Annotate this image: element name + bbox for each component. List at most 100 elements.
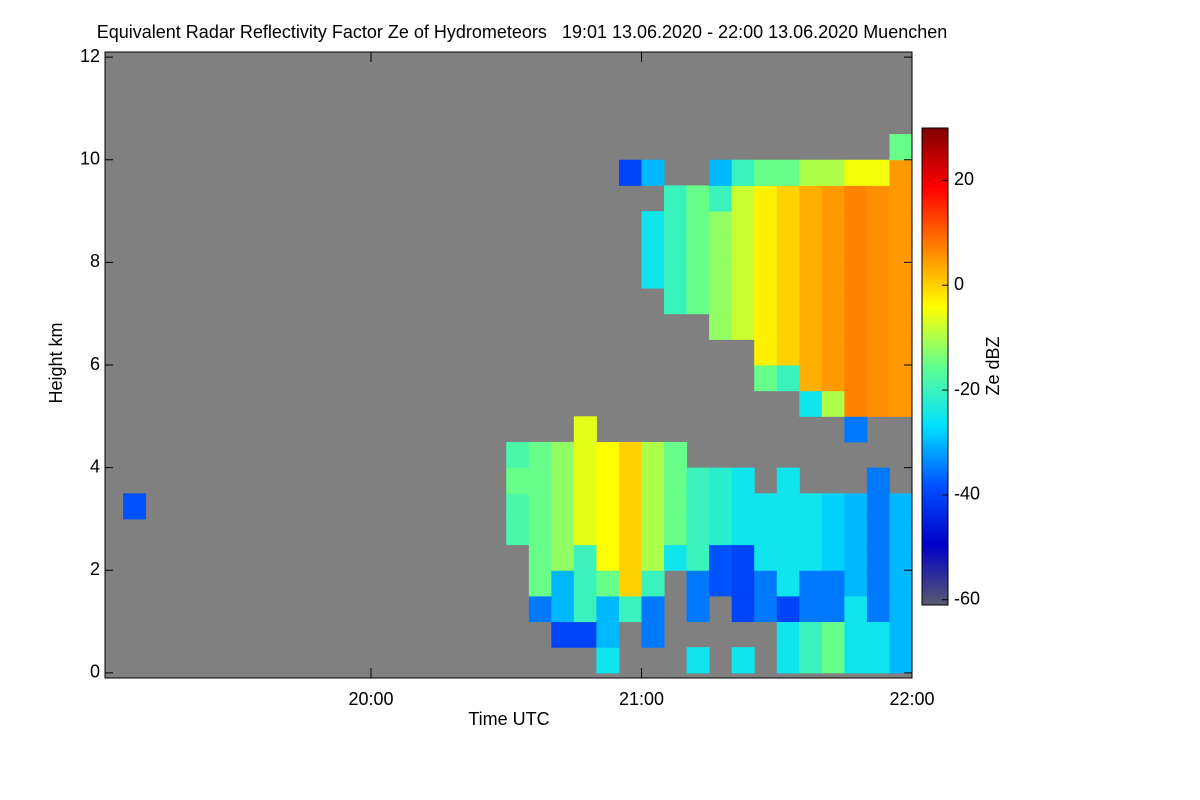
heatmap-cell (618, 544, 642, 571)
heatmap-cell (844, 493, 868, 520)
y-tick-label: 4 (90, 456, 100, 476)
heatmap-cell (731, 185, 755, 212)
heatmap-cell (528, 493, 552, 520)
heatmap-cell (821, 493, 845, 520)
heatmap-cell (641, 467, 665, 494)
heatmap-cell (686, 595, 710, 623)
heatmap-cell (889, 365, 913, 392)
colorbar (921, 127, 949, 606)
heatmap-cell (596, 647, 620, 674)
heatmap-cell (573, 416, 597, 443)
heatmap-cell (596, 544, 620, 571)
colorbar-tick-label: 0 (954, 274, 964, 294)
heatmap-cell (776, 647, 800, 674)
heatmap-cell (641, 236, 665, 263)
heatmap-cell (123, 493, 147, 520)
heatmap-cell (799, 159, 823, 186)
heatmap-cell (889, 185, 913, 212)
heatmap-cell (641, 621, 665, 648)
heatmap-cell (866, 185, 890, 212)
heatmap-cell (709, 493, 733, 520)
heatmap-cell (866, 288, 890, 315)
heatmap-cell (709, 236, 733, 263)
heatmap-cell (551, 595, 575, 623)
heatmap-cell (866, 211, 890, 238)
heatmap-cell (866, 365, 890, 392)
y-tick-label: 2 (90, 559, 100, 579)
heatmap-cell (573, 441, 597, 469)
heatmap-cell (821, 570, 845, 597)
y-tick-label: 8 (90, 251, 100, 271)
heatmap-cell (551, 441, 575, 469)
heatmap-cell (844, 518, 868, 546)
heatmap-cell (641, 518, 665, 546)
heatmap-cell (754, 313, 778, 340)
colorbar-tick-label: -20 (954, 379, 980, 399)
heatmap-cell (754, 339, 778, 366)
heatmap-cell (844, 365, 868, 392)
heatmap-cell (799, 262, 823, 289)
heatmap-cell (821, 236, 845, 263)
colorbar-tick-label: -40 (954, 484, 980, 504)
heatmap-cell (889, 647, 913, 674)
x-tick-label: 20:00 (348, 689, 393, 709)
heatmap-cell (573, 595, 597, 623)
heatmap-cell (889, 570, 913, 597)
heatmap-cell (844, 262, 868, 289)
heatmap-cell (709, 518, 733, 546)
heatmap-cell (641, 570, 665, 597)
heatmap-cell (776, 544, 800, 571)
heatmap-cell (754, 288, 778, 315)
heatmap-cell (731, 467, 755, 494)
heatmap-cell (754, 518, 778, 546)
heatmap-cell (821, 390, 845, 417)
heatmap-cell (506, 518, 530, 546)
heatmap-cell (686, 262, 710, 289)
heatmap-cell (844, 390, 868, 417)
heatmap-cell (664, 493, 688, 520)
heatmap-cell (799, 595, 823, 623)
heatmap-cell (506, 493, 530, 520)
heatmap-cell (664, 467, 688, 494)
heatmap-cell (506, 441, 530, 469)
heatmap-cell (528, 595, 552, 623)
heatmap-cell (866, 647, 890, 674)
heatmap-cell (844, 570, 868, 597)
heatmap-cell (776, 262, 800, 289)
heatmap-cell (573, 570, 597, 597)
heatmap-cell (731, 493, 755, 520)
colorbar-tick-label: 20 (954, 169, 974, 189)
heatmap-cell (844, 236, 868, 263)
heatmap-cell (844, 159, 868, 186)
heatmap-cell (731, 570, 755, 597)
heatmap-cell (754, 570, 778, 597)
heatmap-cell (799, 621, 823, 648)
heatmap-cell (551, 493, 575, 520)
heatmap-cell (889, 595, 913, 623)
heatmap-cell (844, 647, 868, 674)
heatmap-cell (754, 595, 778, 623)
heatmap-cell (664, 236, 688, 263)
heatmap-cell (641, 441, 665, 469)
heatmap-cell (866, 570, 890, 597)
y-tick-label: 10 (80, 149, 100, 169)
heatmap-cell (754, 159, 778, 186)
heatmap-cell (618, 570, 642, 597)
heatmap-cell (686, 288, 710, 315)
heatmap-cell (709, 211, 733, 238)
heatmap-cell (664, 518, 688, 546)
heatmap-cell (664, 544, 688, 571)
heatmap-cell (866, 518, 890, 546)
heatmap-cell (821, 159, 845, 186)
heatmap-cell (573, 621, 597, 648)
heatmap-cell (731, 647, 755, 674)
heatmap-cell (686, 544, 710, 571)
heatmap-cell (551, 544, 575, 571)
heatmap-cell (776, 467, 800, 494)
heatmap-cell (596, 570, 620, 597)
heatmap-cell (664, 262, 688, 289)
heatmap-cell (889, 621, 913, 648)
heatmap-cell (686, 647, 710, 674)
x-axis-label: Time UTC (468, 709, 549, 729)
heatmap-cell (776, 185, 800, 212)
